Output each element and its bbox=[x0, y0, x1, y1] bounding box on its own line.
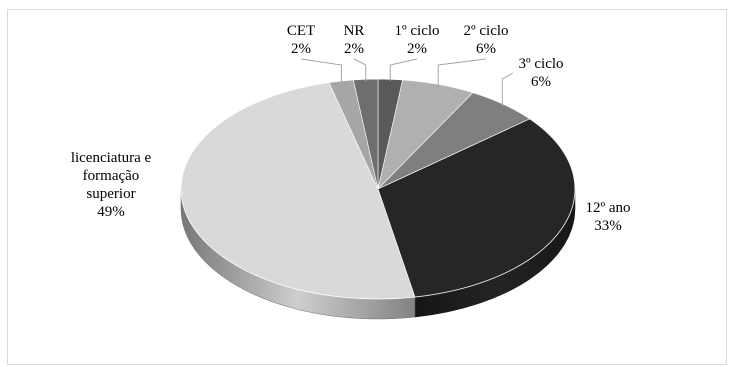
slice-category-label: formação bbox=[83, 168, 140, 184]
slice-category-label: 1º ciclo bbox=[394, 23, 439, 39]
slice-category-label: 2º ciclo bbox=[463, 23, 508, 39]
slice-value-label: 2% bbox=[344, 41, 364, 57]
slice-value-label: 6% bbox=[476, 41, 496, 57]
slice-category-label: licenciatura e bbox=[71, 150, 152, 166]
slice-value-label: 2% bbox=[291, 41, 311, 57]
slice-value-label: 49% bbox=[97, 204, 125, 220]
leader-line bbox=[353, 58, 367, 82]
pie-top bbox=[180, 78, 576, 300]
leader-line bbox=[437, 58, 487, 87]
data-labels: 1º ciclo 2% 2º ciclo 6% 3º ciclo 6% 12º ano 33%… bbox=[71, 23, 631, 234]
leader-line bbox=[389, 58, 418, 82]
slice-category-label: CET bbox=[287, 23, 315, 39]
slice-category-label: 12º ano bbox=[585, 200, 630, 216]
slice-value-label: 2% bbox=[407, 41, 427, 57]
leader-line bbox=[300, 58, 342, 83]
slice-category-label: NR bbox=[344, 23, 365, 39]
leader-line bbox=[501, 72, 514, 106]
leader-lines bbox=[300, 58, 514, 106]
slice-category-label: 3º ciclo bbox=[518, 56, 563, 72]
slice-value-label: 6% bbox=[531, 74, 551, 90]
slice-value-label: 33% bbox=[594, 218, 622, 234]
pie-rim bbox=[180, 78, 576, 300]
slice-category-label: superior bbox=[86, 186, 135, 202]
